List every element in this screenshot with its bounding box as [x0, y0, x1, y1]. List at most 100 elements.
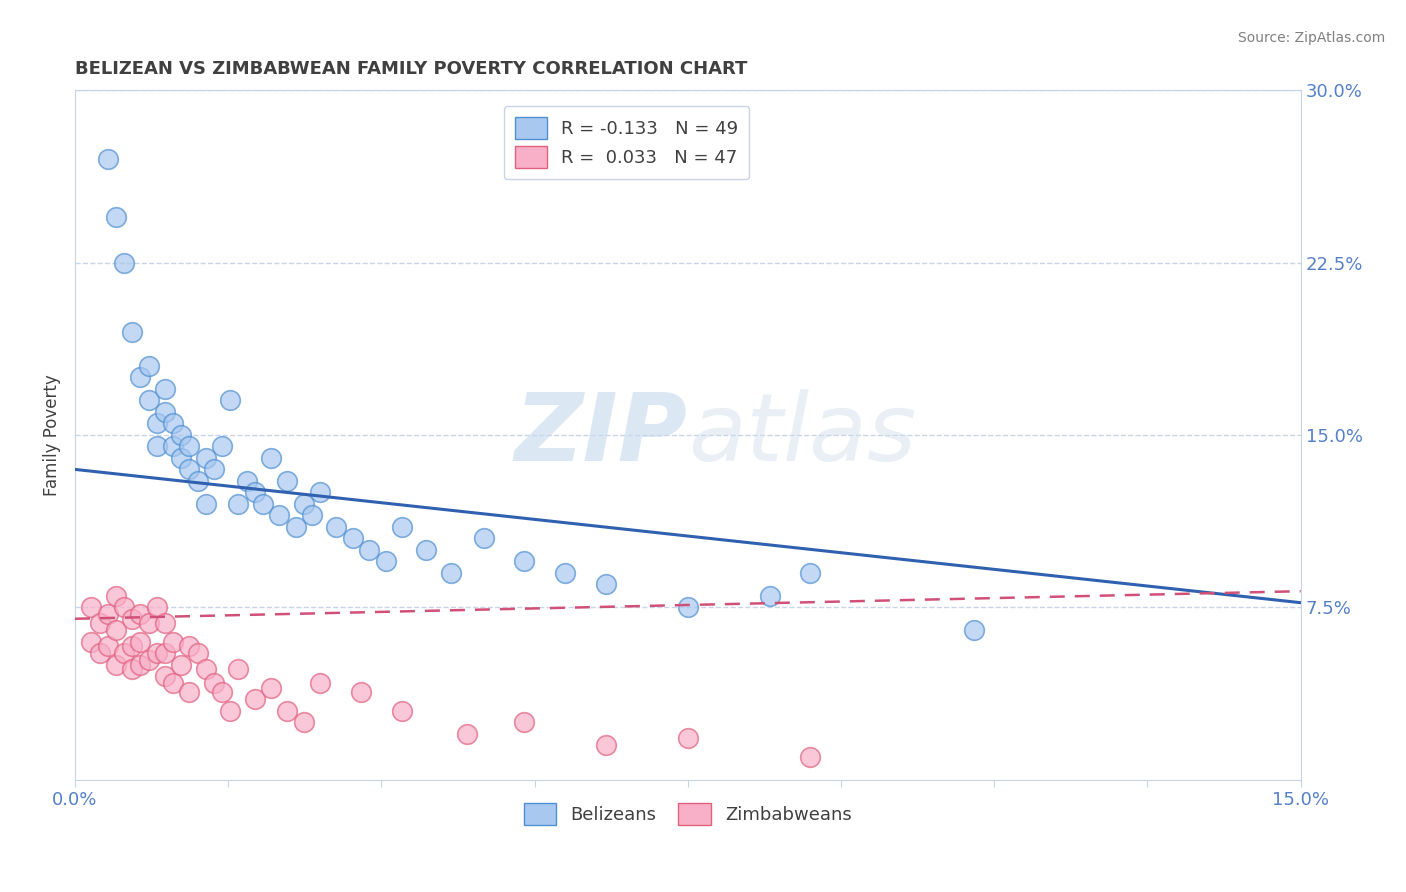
Point: [350, 685, 373, 699]
Point: [97, 640, 120, 654]
Point: [799, 749, 821, 764]
Point: [219, 393, 242, 408]
Point: [391, 704, 413, 718]
Point: [276, 474, 298, 488]
Point: [187, 646, 209, 660]
Point: [129, 370, 152, 384]
Point: [472, 532, 495, 546]
Point: [211, 439, 233, 453]
Point: [121, 325, 143, 339]
Point: [112, 600, 135, 615]
Point: [80, 600, 103, 615]
Point: [121, 662, 143, 676]
Point: [758, 589, 780, 603]
Point: [104, 210, 127, 224]
Legend: Belizeans, Zimbabweans: Belizeans, Zimbabweans: [516, 797, 859, 832]
Point: [243, 485, 266, 500]
Point: [554, 566, 576, 580]
Point: [194, 662, 217, 676]
Point: [104, 657, 127, 672]
Point: [415, 542, 437, 557]
Point: [252, 497, 274, 511]
Point: [676, 731, 699, 746]
Point: [104, 589, 127, 603]
Point: [129, 607, 152, 622]
Point: [145, 646, 167, 660]
Point: [138, 653, 160, 667]
Point: [202, 676, 225, 690]
Text: ZIP: ZIP: [515, 389, 688, 481]
Point: [456, 726, 478, 740]
Point: [219, 704, 242, 718]
Point: [170, 657, 193, 672]
Point: [153, 616, 176, 631]
Point: [260, 681, 283, 695]
Point: [121, 640, 143, 654]
Point: [153, 646, 176, 660]
Text: BELIZEAN VS ZIMBABWEAN FAMILY POVERTY CORRELATION CHART: BELIZEAN VS ZIMBABWEAN FAMILY POVERTY CO…: [75, 60, 748, 78]
Point: [162, 676, 184, 690]
Point: [202, 462, 225, 476]
Point: [138, 616, 160, 631]
Point: [129, 634, 152, 648]
Point: [145, 439, 167, 453]
Point: [145, 600, 167, 615]
Point: [309, 676, 332, 690]
Point: [309, 485, 332, 500]
Point: [211, 685, 233, 699]
Point: [799, 566, 821, 580]
Point: [112, 255, 135, 269]
Point: [97, 607, 120, 622]
Point: [194, 450, 217, 465]
Point: [179, 640, 201, 654]
Point: [276, 704, 298, 718]
Point: [138, 359, 160, 373]
Point: [292, 497, 315, 511]
Point: [595, 738, 617, 752]
Point: [97, 152, 120, 166]
Point: [162, 417, 184, 431]
Point: [145, 417, 167, 431]
Point: [963, 624, 986, 638]
Point: [138, 393, 160, 408]
Point: [513, 715, 536, 730]
Point: [170, 428, 193, 442]
Point: [112, 646, 135, 660]
Point: [260, 450, 283, 465]
Point: [235, 474, 257, 488]
Point: [269, 508, 291, 523]
Point: [359, 542, 381, 557]
Point: [153, 405, 176, 419]
Point: [194, 497, 217, 511]
Point: [162, 634, 184, 648]
Point: [153, 382, 176, 396]
Point: [595, 577, 617, 591]
Point: [89, 646, 111, 660]
Point: [342, 532, 364, 546]
Point: [243, 692, 266, 706]
Text: Source: ZipAtlas.com: Source: ZipAtlas.com: [1237, 31, 1385, 45]
Point: [187, 474, 209, 488]
Point: [179, 462, 201, 476]
Point: [440, 566, 463, 580]
Point: [228, 662, 250, 676]
Y-axis label: Family Poverty: Family Poverty: [44, 374, 60, 496]
Text: atlas: atlas: [688, 390, 917, 481]
Point: [179, 439, 201, 453]
Point: [325, 520, 347, 534]
Point: [374, 554, 396, 568]
Point: [104, 624, 127, 638]
Point: [228, 497, 250, 511]
Point: [89, 616, 111, 631]
Point: [301, 508, 323, 523]
Point: [129, 657, 152, 672]
Point: [513, 554, 536, 568]
Point: [179, 685, 201, 699]
Point: [80, 634, 103, 648]
Point: [676, 600, 699, 615]
Point: [162, 439, 184, 453]
Point: [121, 612, 143, 626]
Point: [292, 715, 315, 730]
Point: [391, 520, 413, 534]
Point: [170, 450, 193, 465]
